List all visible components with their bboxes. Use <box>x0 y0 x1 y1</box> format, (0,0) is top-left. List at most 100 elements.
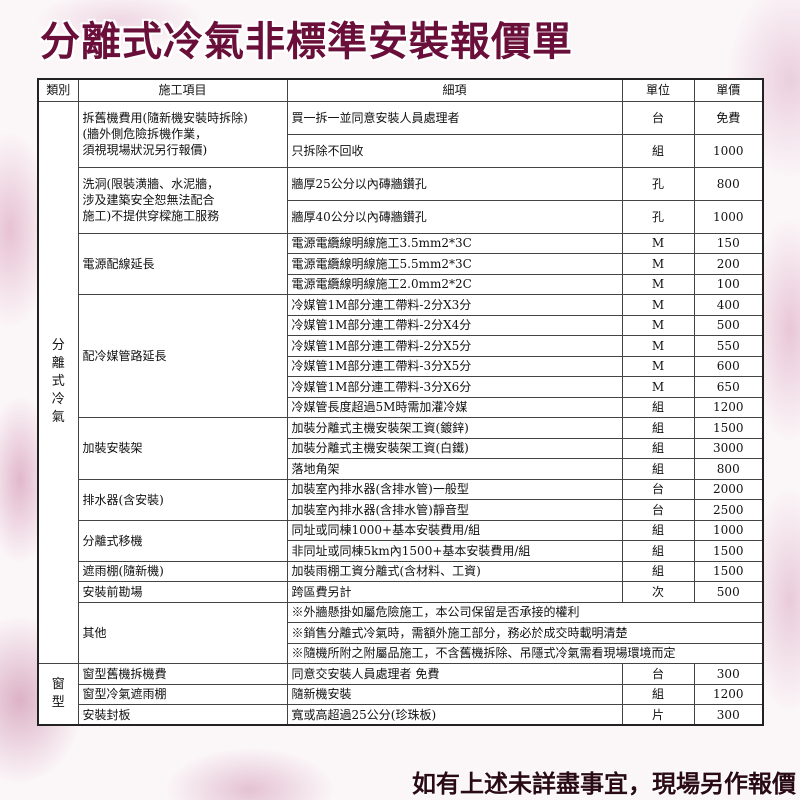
price-cell: 300 <box>693 663 764 685</box>
item-cell: 安裝前勘場 <box>77 581 288 603</box>
item-cell: 分離式移機 <box>77 519 288 562</box>
table-row: 加裝安裝架 加裝分離式主機安裝架工資(鍍鋅) 組 1500 <box>38 417 764 480</box>
header-row: 類別 施工項目 細項 單位 單價 <box>37 78 764 102</box>
header-category: 類別 <box>37 78 79 102</box>
unit-cell: 孔 <box>621 199 695 234</box>
detail-cell: 隨新機安裝 <box>286 683 623 705</box>
price-cell: 1500 <box>693 417 764 439</box>
page-title: 分離式冷氣非標準安裝報價單 <box>40 19 573 65</box>
item-cell: 加裝安裝架 <box>77 417 288 480</box>
detail-cell: 同址或同棟1000+基本安裝費用/組 <box>286 519 623 541</box>
item-cell: 其他 <box>77 601 288 664</box>
detail-cell: 冷媒管長度超過5M時需加灌冷媒 <box>286 396 623 418</box>
item-cell: 窗型舊機拆機費 <box>77 663 288 685</box>
table-row: 只拆除不回收組 1000 <box>38 133 764 168</box>
item-cell: 窗型冷氣遮雨棚 <box>77 683 288 705</box>
unit-cell: 組 <box>621 417 695 439</box>
price-cell: 650 <box>693 376 764 398</box>
detail-cell: 寬或高超過25公分(珍珠板) <box>286 704 623 726</box>
detail-cell: 冷媒管1M部分連工帶料-2分X3分 <box>286 294 623 316</box>
table-row: 洗洞(限裝潢牆、水泥牆， 涉及建築安全恕無法配合 施工)不提供穿樑施工服務 牆厚2… <box>38 166 764 234</box>
price-cell: 300 <box>693 704 764 726</box>
detail-cell: 同意交安裝人員處理者 免費 <box>286 663 623 685</box>
unit-cell: 組 <box>621 560 695 582</box>
detail-cell: 加裝室內排水器(含排水管)一般型 <box>286 478 623 500</box>
category-cell: 窗 型 <box>37 663 79 726</box>
table-row: 窗型冷氣遮雨棚 隨新機安裝組 1200 <box>38 683 764 705</box>
detail-cell: 加裝室內排水器(含排水管)靜音型 <box>286 499 623 521</box>
item-cell: 遮雨棚(隨新機) <box>77 560 288 582</box>
price-cell: 1500 <box>693 560 764 582</box>
detail-cell: 冷媒管1M部分連工帶料-3分X5分 <box>286 355 623 377</box>
detail-cell: 牆厚40公分以內磚牆鑽孔 <box>286 199 623 234</box>
category-cell: 分 離 式 冷 氣 <box>37 100 79 664</box>
unit-cell: 組 <box>621 519 695 541</box>
price-cell: 500 <box>693 314 764 336</box>
table-row: 配冷媒管路延長 冷媒管1M部分連工帶料-2分X3分 M 400 <box>38 294 764 418</box>
unit-cell: M <box>621 355 695 377</box>
price-cell: 100 <box>693 273 764 295</box>
price-cell: 400 <box>693 294 764 316</box>
header-unit: 單位 <box>621 78 695 102</box>
table-row: 冷媒管1M部分連工帶料-3分X5分 M 600 <box>38 355 764 377</box>
unit-cell: 台 <box>621 663 695 685</box>
detail-cell: 加裝分離式主機安裝架工資(鍍鋅) <box>286 417 623 439</box>
note-cell: ※外牆懸掛如屬危險施工，本公司保留是否承接的權利 <box>286 601 764 623</box>
item-cell: 洗洞(限裝潢牆、水泥牆， 涉及建築安全恕無法配合 施工)不提供穿樑施工服務 <box>77 166 288 234</box>
unit-cell: 台 <box>621 100 695 135</box>
table-row: 加裝室內排水器(含排水管)靜音型台 2500 <box>38 499 764 521</box>
price-cell: 1000 <box>693 519 764 541</box>
detail-cell: 非同址或同棟5km內1500+基本安裝費用/組 <box>286 540 623 562</box>
header-price: 單價 <box>693 78 764 102</box>
price-cell: 800 <box>693 458 764 480</box>
price-cell: 500 <box>693 581 764 603</box>
detail-cell: 加裝雨棚工資分離式(含材料、工資) <box>286 560 623 582</box>
table-row: ※隨機所附之附屬品施工，不含舊機拆除、吊隱式冷氣需看現場環境而定 <box>38 642 764 664</box>
price-cell: 3000 <box>693 437 764 459</box>
item-cell: 電源配線延長 <box>77 232 288 295</box>
detail-cell: 加裝分離式主機安裝架工資(白鐵) <box>286 437 623 459</box>
price-cell: 150 <box>693 232 764 254</box>
unit-cell: 組 <box>621 133 695 168</box>
unit-cell: M <box>621 376 695 398</box>
item-cell: 配冷媒管路延長 <box>77 294 288 418</box>
unit-cell: 台 <box>621 499 695 521</box>
footer-note: 如有上述未詳盡事宜，現場另作報價 <box>412 770 796 798</box>
price-cell: 2500 <box>693 499 764 521</box>
table-row: 排水器(含安裝) 加裝室內排水器(含排水管)一般型台 2000 <box>38 478 764 521</box>
header-detail: 細項 <box>286 78 623 102</box>
unit-cell: M <box>621 273 695 295</box>
table-row: 其他 ※外牆懸掛如屬危險施工，本公司保留是否承接的權利 <box>38 601 764 664</box>
detail-cell: 落地角架 <box>286 458 623 480</box>
price-cell: 600 <box>693 355 764 377</box>
unit-cell: 台 <box>621 478 695 500</box>
unit-cell: 片 <box>621 704 695 726</box>
table-row: 分 離 式 冷 氣拆舊機費用(隨新機安裝時拆除) (牆外側危險拆機作業， 須視現… <box>37 100 764 664</box>
price-cell: 1500 <box>693 540 764 562</box>
price-cell: 1200 <box>693 396 764 418</box>
table-row: 窗 型窗型舊機拆機費 同意交安裝人員處理者 免費台 300 <box>37 663 764 726</box>
unit-cell: 組 <box>621 458 695 480</box>
unit-cell: 組 <box>621 683 695 705</box>
detail-cell: 電源電纜線明線施工3.5mm2*3C <box>286 232 623 254</box>
price-cell: 2000 <box>693 478 764 500</box>
price-cell: 200 <box>693 253 764 275</box>
table-row: 分離式移機 同址或同棟1000+基本安裝費用/組組 1000 <box>38 519 764 562</box>
price-cell: 1000 <box>693 133 764 168</box>
item-cell: 安裝封板 <box>77 704 288 726</box>
detail-cell: 冷媒管1M部分連工帶料-2分X4分 <box>286 314 623 336</box>
table-row: 電源電纜線明線施工5.5mm2*3C M 200 <box>38 253 764 275</box>
table-row: 遮雨棚(隨新機) 加裝雨棚工資分離式(含材料、工資) 組 1500 <box>38 560 764 582</box>
unit-cell: M <box>621 253 695 275</box>
table-row: 電源配線延長 電源電纜線明線施工3.5mm2*3C M 150 <box>38 232 764 295</box>
price-cell: 800 <box>693 166 764 201</box>
table-row: 電源電纜線明線施工2.0mm2*2C M 100 <box>38 273 764 295</box>
unit-cell: 組 <box>621 540 695 562</box>
table-row: 牆厚40公分以內磚牆鑽孔孔 1000 <box>38 199 764 234</box>
header-item: 施工項目 <box>77 78 288 102</box>
unit-cell: M <box>621 314 695 336</box>
item-cell: 排水器(含安裝) <box>77 478 288 521</box>
unit-cell: 組 <box>621 396 695 418</box>
table-row: 安裝封板 寬或高超過25公分(珍珠板) 片 300 <box>38 704 764 726</box>
table-row: 冷媒管1M部分連工帶料-2分X5分 M 550 <box>38 335 764 357</box>
